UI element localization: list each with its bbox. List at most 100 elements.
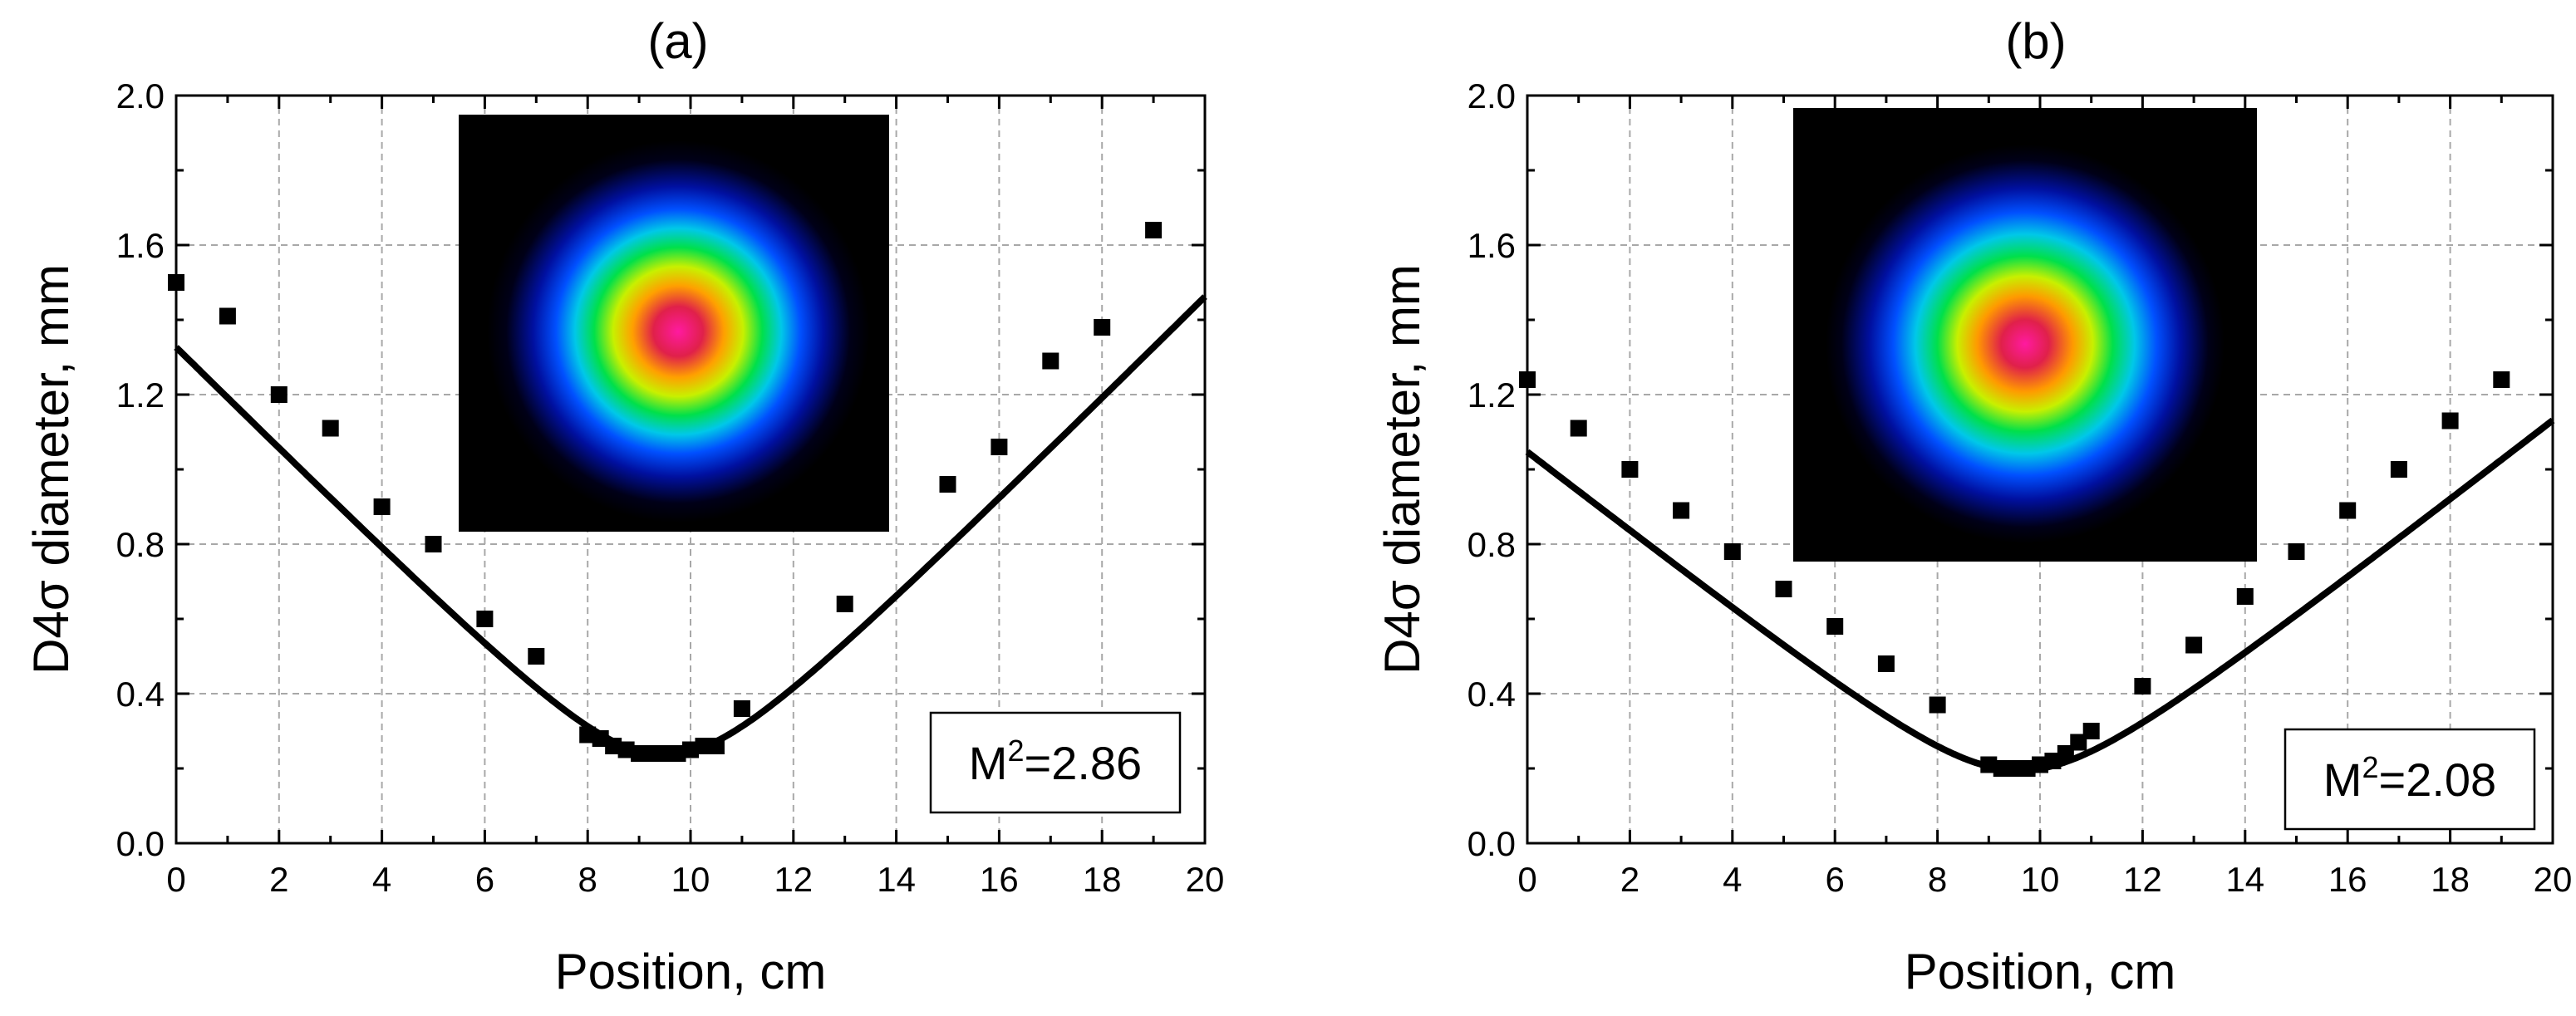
- x-axis-title: Position, cm: [555, 944, 827, 999]
- data-point: [836, 596, 853, 612]
- x-tick-label: 18: [2431, 860, 2470, 899]
- data-point: [1877, 655, 1895, 672]
- x-tick-label: 0: [166, 860, 185, 899]
- x-tick-label: 8: [1928, 860, 1947, 899]
- x-tick-label: 6: [1826, 860, 1845, 899]
- beam-spot: [1826, 144, 2225, 543]
- m2-value: =2.08: [2378, 753, 2496, 806]
- data-point: [707, 738, 725, 754]
- inset-beam-profile-image: [1793, 108, 2257, 562]
- x-tick-label: 18: [1083, 860, 1122, 899]
- x-tick-label: 0: [1517, 860, 1536, 899]
- data-point: [2070, 734, 2087, 751]
- data-point: [219, 307, 236, 325]
- data-point: [2390, 461, 2407, 478]
- data-point: [2185, 636, 2203, 654]
- m2-box: [2283, 728, 2536, 831]
- x-tick-label: 14: [2225, 860, 2264, 899]
- m2-annotation: M2=2.08: [2283, 728, 2536, 831]
- m2-superscript: 2: [2362, 750, 2378, 784]
- data-point: [2441, 412, 2459, 429]
- y-tick-label: 0.8: [1467, 525, 1516, 564]
- data-point: [733, 700, 750, 717]
- y-tick-label: 0.8: [116, 525, 165, 564]
- data-points: [168, 222, 1163, 762]
- data-point: [2006, 760, 2023, 777]
- x-tick-label: 20: [1186, 860, 1225, 899]
- data-point: [1094, 319, 1111, 336]
- y-axis-title: D4σ diameter, mm: [23, 264, 79, 675]
- data-point: [682, 741, 699, 758]
- data-point: [1980, 756, 1998, 773]
- data-point: [425, 536, 442, 552]
- y-axis-title: D4σ diameter, mm: [1374, 264, 1430, 675]
- x-tick-label: 2: [1620, 860, 1639, 899]
- data-point: [373, 498, 391, 515]
- data-point: [643, 745, 661, 762]
- y-tick-label: 1.2: [116, 375, 165, 415]
- m2-label: M2=2.86: [969, 734, 1142, 789]
- data-point: [2288, 543, 2305, 560]
- y-tick-label: 0.4: [116, 675, 165, 714]
- data-point: [322, 420, 339, 437]
- data-point: [631, 745, 648, 762]
- y-tick-label: 2.0: [116, 76, 165, 115]
- data-point: [1826, 618, 1844, 635]
- data-point: [991, 439, 1008, 455]
- y-tick-label: 0.0: [116, 824, 165, 863]
- data-point: [1042, 352, 1059, 370]
- data-point: [2044, 753, 2062, 769]
- x-tick-label: 8: [578, 860, 597, 899]
- data-point: [1929, 696, 1946, 714]
- data-point: [1621, 461, 1639, 478]
- data-point: [2493, 371, 2510, 388]
- data-point: [2057, 745, 2074, 762]
- data-point: [579, 726, 597, 744]
- m2-box: [929, 711, 1182, 814]
- x-tick-label: 6: [475, 860, 494, 899]
- data-point: [695, 738, 712, 754]
- m2-superscript: 2: [1007, 734, 1024, 768]
- data-point: [2339, 502, 2357, 519]
- chart-panel-a: 0 2 4 6 8 10 12 14 16 18 20 0.0 0.4 0.8 1.2 1.6 2.0 Posit…: [23, 13, 1224, 999]
- data-point: [2236, 588, 2254, 605]
- chart-panel-b: 0 2 4 6 8 10 12 14 16 18 20 0.0 0.4 0.8 1.2 1.6 2.0 Posit…: [1374, 13, 2572, 999]
- m2-symbol: M: [2323, 753, 2362, 806]
- beam-spot: [487, 140, 870, 523]
- x-tick-label: 10: [2021, 860, 2060, 899]
- y-tick-label: 1.6: [1467, 226, 1516, 265]
- data-point: [669, 745, 686, 762]
- y-tick-label: 1.6: [116, 226, 165, 265]
- data-point: [528, 648, 545, 665]
- x-tick-label: 10: [671, 860, 710, 899]
- x-tick-label: 12: [2123, 860, 2162, 899]
- data-point: [605, 738, 622, 754]
- y-tick-label: 0.4: [1467, 675, 1516, 714]
- data-point: [270, 386, 288, 403]
- data-point: [1723, 543, 1741, 560]
- data-point: [2134, 678, 2151, 695]
- x-tick-label: 12: [774, 860, 813, 899]
- data-point: [1993, 760, 2010, 777]
- m2-value: =2.86: [1024, 737, 1142, 789]
- m2-label: M2=2.08: [2323, 750, 2496, 806]
- y-tick-label: 1.2: [1467, 375, 1516, 415]
- data-point: [1145, 222, 1163, 238]
- x-axis-title: Position, cm: [1905, 944, 2176, 999]
- data-point: [656, 745, 674, 762]
- m2-symbol: M: [969, 737, 1008, 789]
- data-points: [1519, 371, 2510, 777]
- x-tick-label: 16: [980, 860, 1019, 899]
- inset-beam-profile-image: [459, 115, 889, 532]
- panel-title: (a): [647, 13, 708, 69]
- x-tick-label: 2: [269, 860, 288, 899]
- data-point: [592, 730, 609, 747]
- x-tick-label: 20: [2534, 860, 2573, 899]
- data-point: [2032, 756, 2048, 773]
- x-tick-label: 14: [877, 860, 916, 899]
- data-point: [1570, 420, 1587, 437]
- x-tick-label: 4: [372, 860, 391, 899]
- data-point: [2018, 760, 2036, 777]
- panel-title: (b): [2005, 13, 2066, 69]
